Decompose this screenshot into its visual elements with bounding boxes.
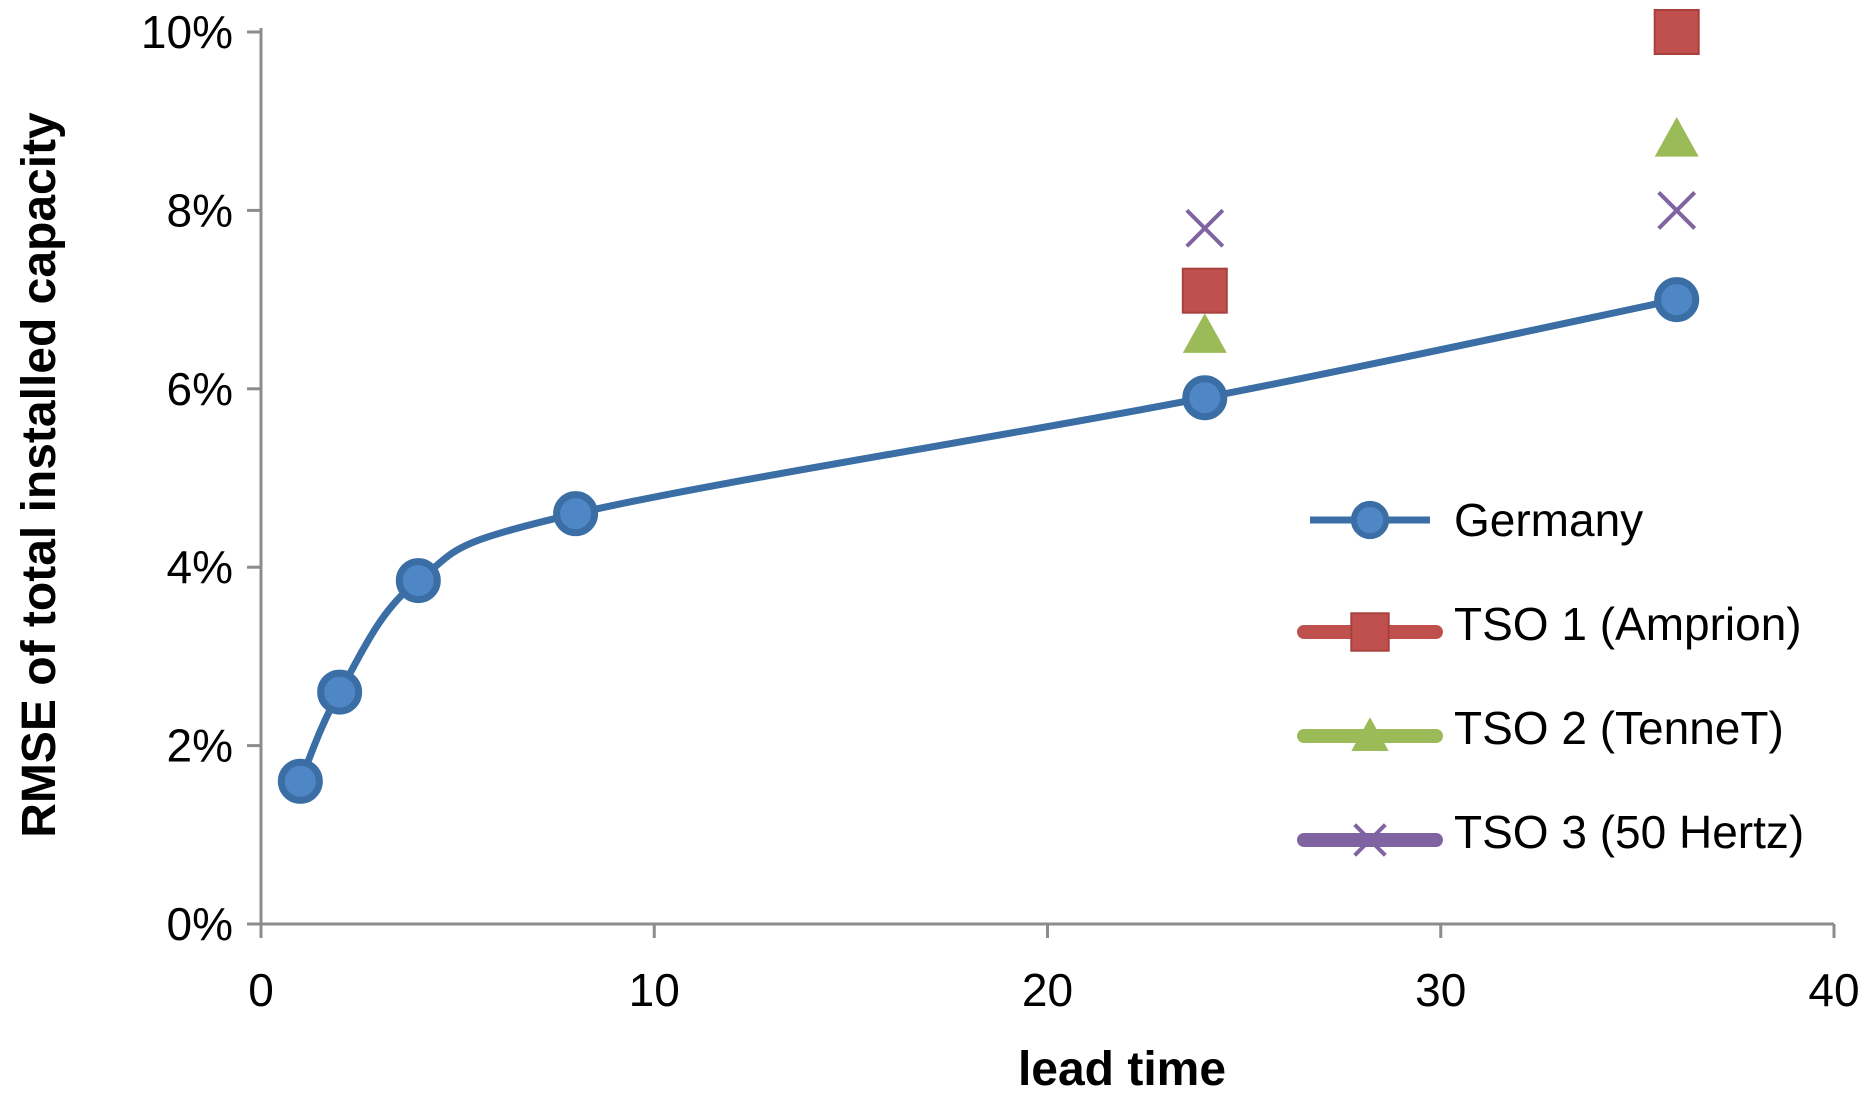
data-point xyxy=(1181,267,1228,314)
y-tick-label: 10% xyxy=(141,6,233,58)
axes xyxy=(247,28,1836,938)
x-tick-label: 10 xyxy=(629,964,680,1016)
data-point-shape xyxy=(1182,375,1228,421)
data-point xyxy=(1654,277,1700,323)
data-point-shape xyxy=(1182,313,1227,353)
x-tick-label: 20 xyxy=(1022,964,1073,1016)
data-point-shape xyxy=(553,491,599,537)
x-tick-label: 40 xyxy=(1808,964,1859,1016)
data-point-shape xyxy=(1654,117,1699,157)
y-tick-label: 4% xyxy=(167,541,233,593)
legend-label: TSO 2 (TenneT) xyxy=(1454,702,1784,754)
legend-item: TSO 1 (Amprion) xyxy=(1297,598,1802,652)
legend: Germany TSO 1 (Amprion) TSO 2 (TenneT) TSO … xyxy=(1297,494,1804,858)
legend-marker xyxy=(1350,500,1390,540)
legend-item: Germany xyxy=(1310,494,1643,546)
x-tick-label: 30 xyxy=(1415,964,1466,1016)
legend-item: TSO 2 (TenneT) xyxy=(1297,702,1784,754)
series-1 xyxy=(1181,9,1700,314)
data-point xyxy=(553,491,599,537)
legend-item: TSO 3 (50 Hertz) xyxy=(1297,806,1804,858)
y-tick-label: 6% xyxy=(167,363,233,415)
legend-marker xyxy=(1353,823,1387,857)
data-point xyxy=(317,669,363,715)
y-axis-title: RMSE of total installed capacity xyxy=(13,112,66,838)
legend-marker-shape xyxy=(1350,500,1390,540)
series-layer xyxy=(277,9,1700,804)
legend-marker xyxy=(1351,717,1389,751)
data-point-shape xyxy=(1653,9,1700,55)
legend-marker-shape xyxy=(1351,717,1389,751)
legend-marker xyxy=(1350,612,1390,652)
data-point-shape xyxy=(1181,267,1228,314)
x-axis-title: lead time xyxy=(1018,1043,1226,1091)
data-point xyxy=(1182,375,1228,421)
data-point-shape xyxy=(1654,277,1700,323)
data-point xyxy=(395,558,441,604)
data-point xyxy=(1182,313,1227,353)
data-point xyxy=(1185,208,1225,248)
data-point-shape xyxy=(277,758,323,804)
series-3 xyxy=(1185,190,1697,248)
y-tick-label: 0% xyxy=(167,898,233,950)
legend-marker-shape xyxy=(1350,612,1390,652)
data-point-shape xyxy=(395,558,441,604)
data-point-stroke-b xyxy=(1185,208,1225,248)
x-tick-label: 0 xyxy=(248,964,274,1016)
legend-marker-stroke-b xyxy=(1353,823,1387,857)
data-point xyxy=(1653,9,1700,55)
data-point-shape xyxy=(317,669,363,715)
data-point xyxy=(1654,117,1699,157)
legend-label: TSO 1 (Amprion) xyxy=(1454,598,1802,650)
series-2 xyxy=(1182,117,1699,353)
series-line xyxy=(297,296,1678,783)
data-point xyxy=(277,758,323,804)
y-tick-label: 8% xyxy=(167,184,233,236)
tick-labels: 0% 2% 4% 6% 8% 10% 0 10 20 30 40 xyxy=(141,6,1860,1016)
data-point xyxy=(1657,190,1697,230)
legend-label: Germany xyxy=(1454,494,1643,546)
y-tick-label: 2% xyxy=(167,720,233,772)
data-point-stroke-b xyxy=(1657,190,1697,230)
legend-label: TSO 3 (50 Hertz) xyxy=(1454,806,1804,858)
series-0 xyxy=(277,277,1700,804)
